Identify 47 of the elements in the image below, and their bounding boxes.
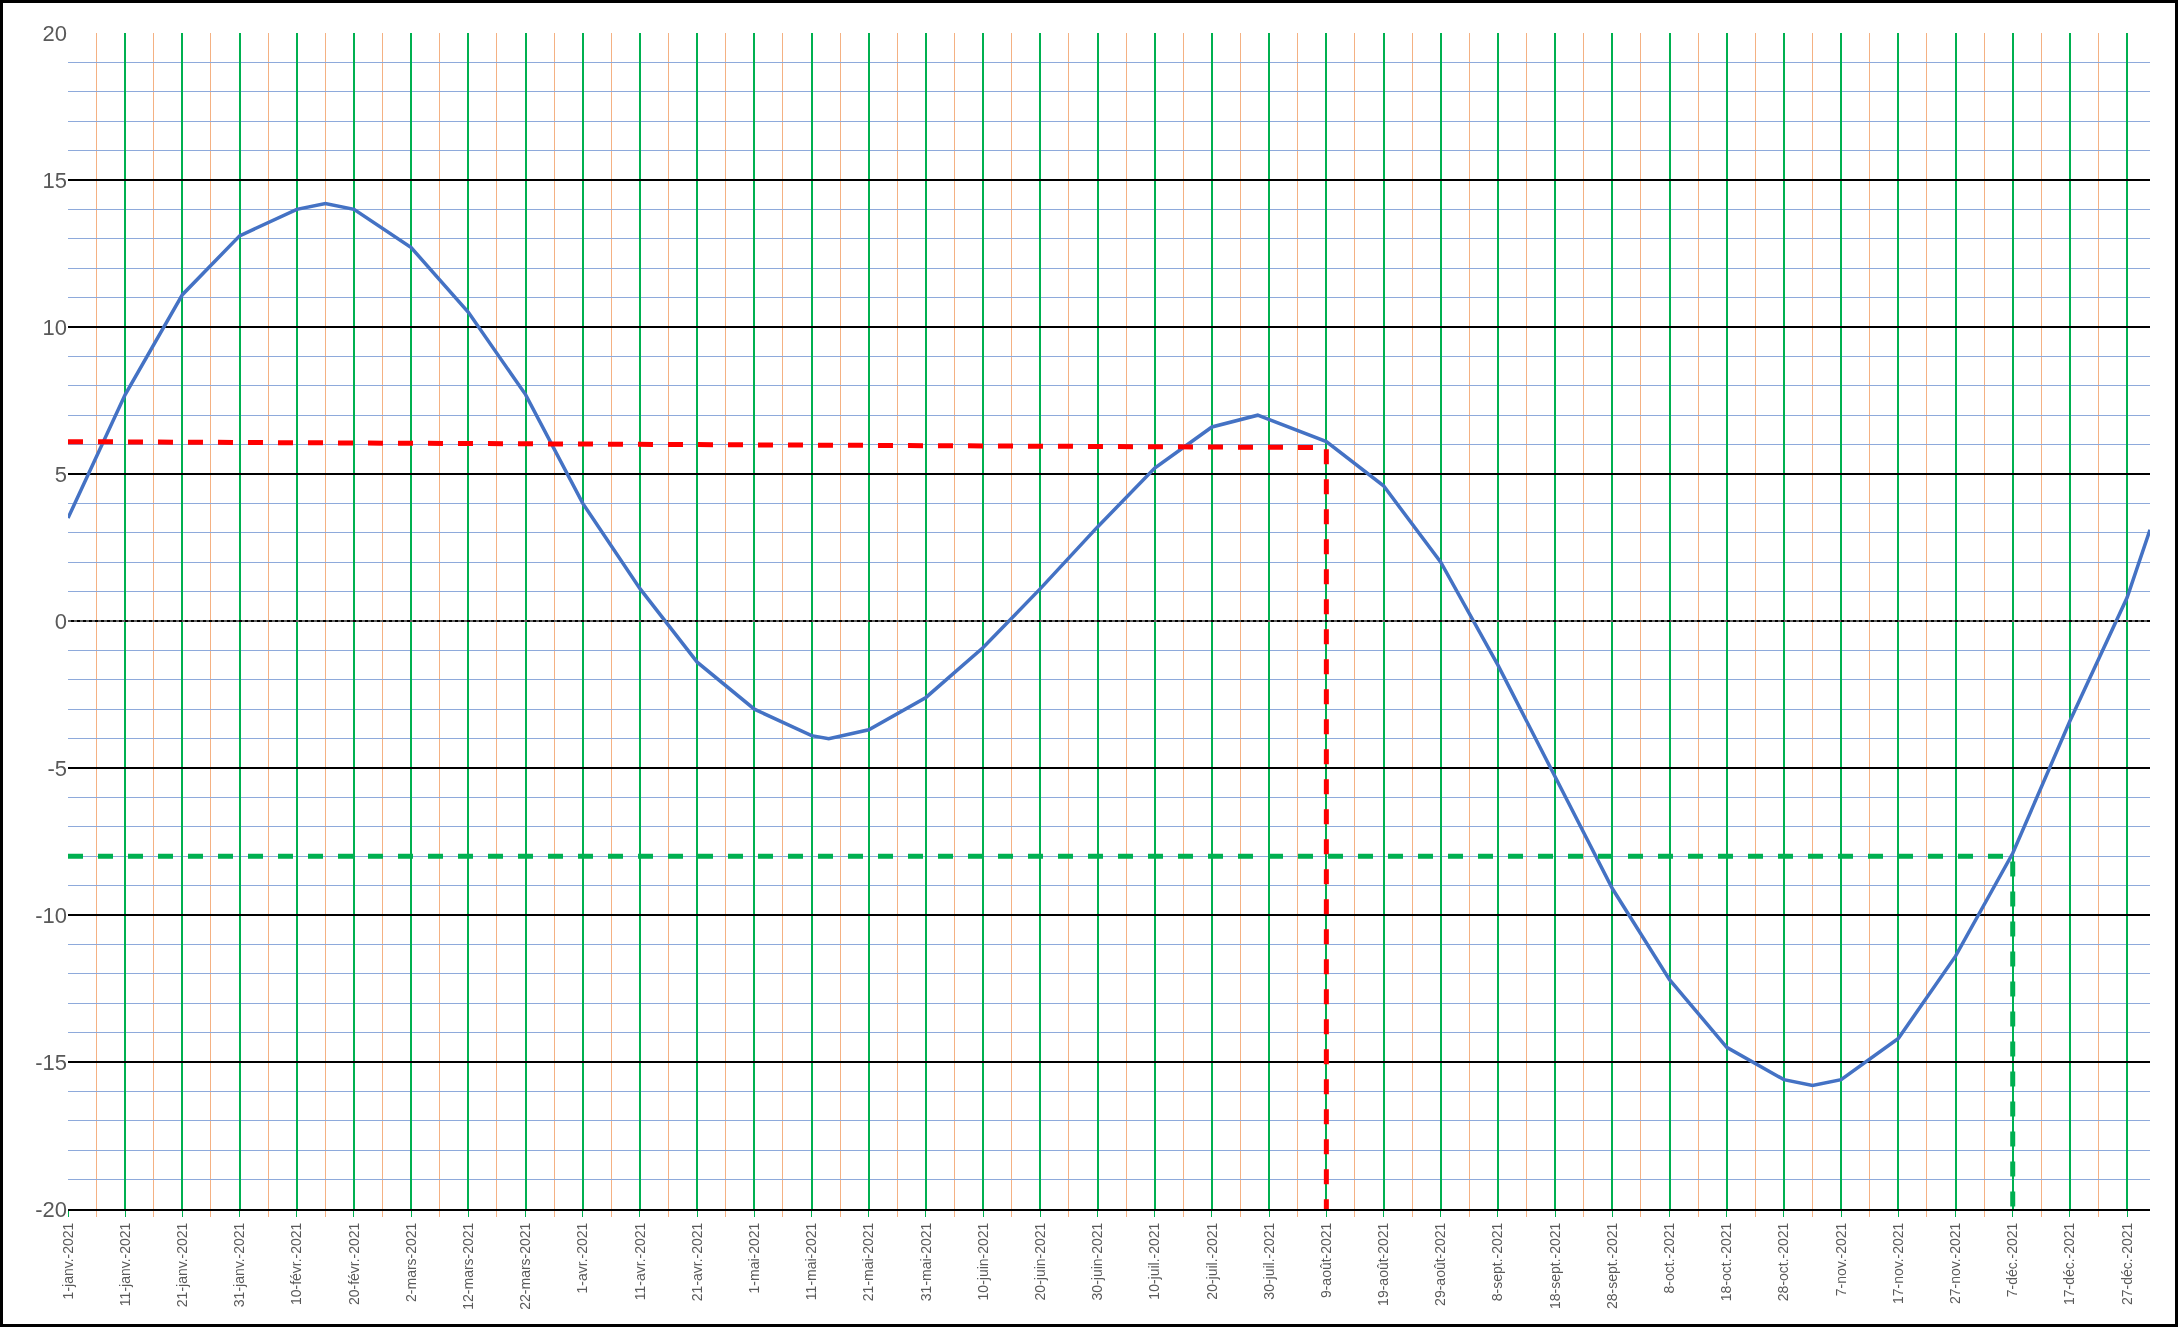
- x-tick-label: 28-oct.-2021: [1775, 1222, 1792, 1302]
- x-tick-label: 9-août-2021: [1317, 1222, 1334, 1299]
- x-tick-label: 17-déc.-2021: [2061, 1222, 2078, 1306]
- x-tick-label: 18-oct.-2021: [1718, 1222, 1735, 1302]
- y-tick-label: 0: [54, 608, 67, 634]
- y-tick-label: 15: [42, 167, 67, 193]
- x-tick-label: 31-janv.-2021: [231, 1222, 248, 1308]
- x-tick-label: 30-juin-2021: [1089, 1222, 1106, 1301]
- y-tick-label: -10: [35, 902, 67, 928]
- x-tick-label: 11-mai-2021: [803, 1222, 820, 1301]
- x-tick-label: 27-nov.-2021: [1947, 1222, 1964, 1305]
- x-tick-label: 31-mai-2021: [917, 1222, 934, 1302]
- x-tick-label: 2-mars-2021: [402, 1222, 419, 1302]
- x-tick-label: 7-déc.-2021: [2004, 1222, 2021, 1298]
- x-tick-label: 29-août-2021: [1432, 1222, 1449, 1306]
- x-tick-label: 20-févr.-2021: [345, 1222, 362, 1306]
- x-tick-label: 18-sept.-2021: [1546, 1222, 1563, 1310]
- y-tick-label: 5: [54, 461, 67, 487]
- x-tick-label: 10-févr.-2021: [288, 1222, 305, 1306]
- y-tick-label: -5: [47, 755, 67, 781]
- x-tick-label: 20-juin-2021: [1031, 1222, 1048, 1301]
- x-tick-label: 21-mai-2021: [860, 1222, 877, 1302]
- x-tick-label: 28-sept.-2021: [1603, 1222, 1620, 1310]
- x-tick-label: 21-janv.-2021: [173, 1222, 190, 1308]
- x-tick-label: 21-avr.-2021: [688, 1222, 705, 1302]
- x-tick-label: 10-juil.-2021: [1146, 1222, 1163, 1300]
- x-tick-label: 1-avr.-2021: [574, 1222, 591, 1294]
- x-tick-label: 17-nov.-2021: [1889, 1222, 1906, 1305]
- x-tick-label: 7-nov.-2021: [1832, 1222, 1849, 1297]
- x-tick-label: 30-juil.-2021: [1260, 1222, 1277, 1300]
- x-tick-label: 11-janv.-2021: [116, 1222, 133, 1307]
- x-tick-label: 11-avr.-2021: [631, 1222, 648, 1301]
- y-tick-label: -15: [35, 1049, 67, 1075]
- y-tick-label: -20: [35, 1196, 67, 1222]
- x-tick-label: 8-sept.-2021: [1489, 1222, 1506, 1302]
- x-tick-label: 1-mai-2021: [745, 1222, 762, 1294]
- x-tick-label: 12-mars-2021: [459, 1222, 476, 1310]
- x-tick-label: 20-juil.-2021: [1203, 1222, 1220, 1300]
- x-tick-label: 10-juin-2021: [974, 1222, 991, 1301]
- x-tick-label: 1-janv.-2021: [59, 1222, 76, 1300]
- y-tick-label: 20: [42, 20, 67, 46]
- x-tick-label: 19-août-2021: [1375, 1222, 1392, 1306]
- x-tick-label: 8-oct.-2021: [1661, 1222, 1678, 1294]
- y-tick-label: 10: [42, 314, 67, 340]
- x-tick-label: 22-mars-2021: [517, 1222, 534, 1310]
- x-tick-label: 27-déc.-2021: [2118, 1222, 2135, 1306]
- line-series: [68, 201, 2150, 1088]
